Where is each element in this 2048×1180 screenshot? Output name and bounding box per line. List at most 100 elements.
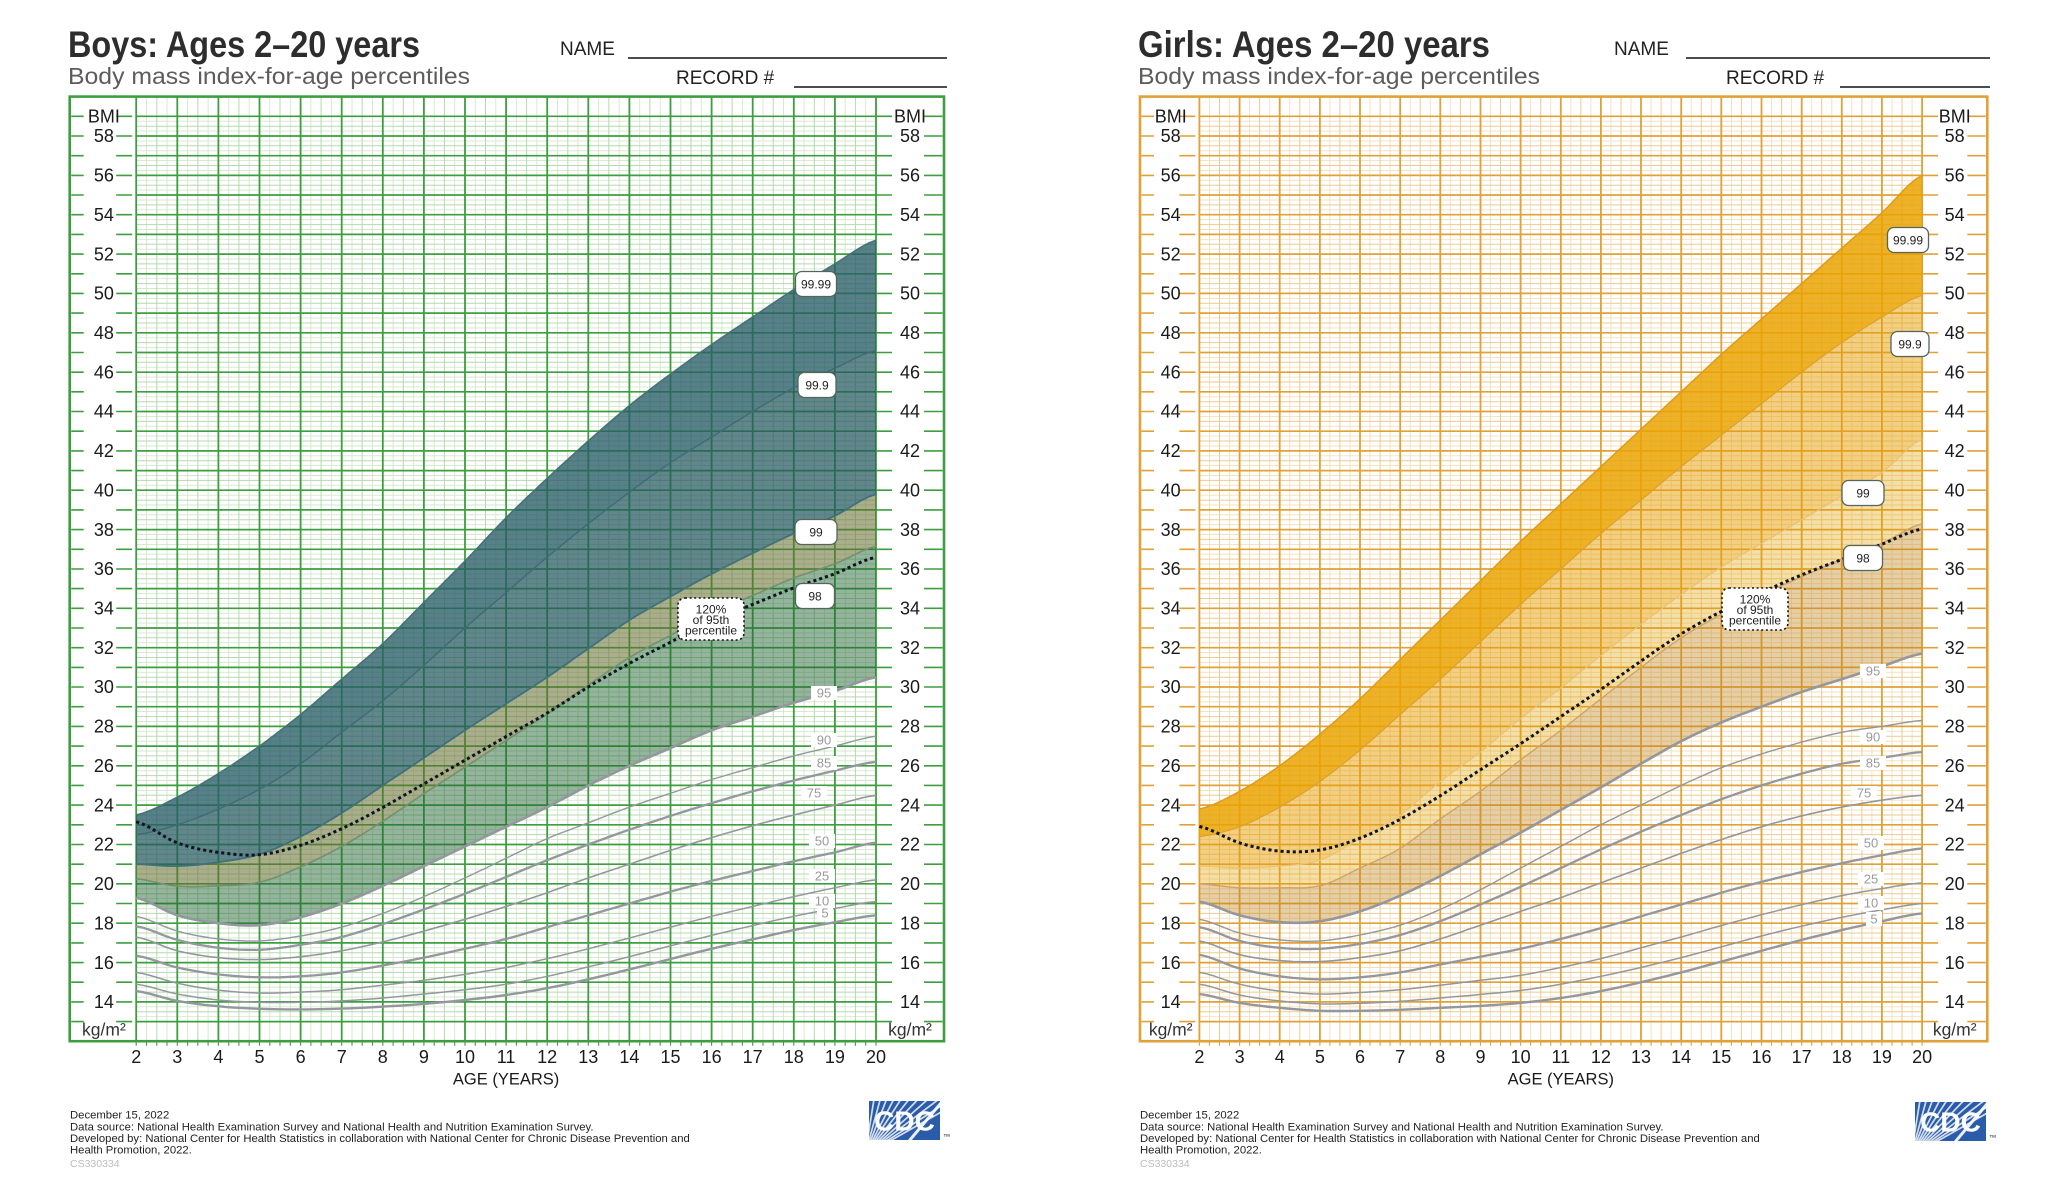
svg-text:120%: 120% — [1740, 592, 1771, 606]
svg-text:15: 15 — [660, 1047, 680, 1067]
svg-text:28: 28 — [1945, 717, 1965, 737]
svg-text:11: 11 — [497, 1047, 516, 1067]
svg-text:13: 13 — [578, 1047, 598, 1067]
svg-text:18: 18 — [1161, 913, 1181, 933]
svg-text:32: 32 — [1161, 638, 1181, 658]
svg-text:48: 48 — [1161, 323, 1181, 343]
svg-text:14: 14 — [1161, 992, 1181, 1012]
svg-text:32: 32 — [900, 638, 920, 658]
svg-text:of 95th: of 95th — [693, 613, 730, 627]
svg-text:18: 18 — [94, 913, 114, 933]
svg-text:4: 4 — [1275, 1047, 1285, 1067]
svg-text:42: 42 — [900, 441, 920, 461]
svg-text:14: 14 — [94, 992, 114, 1012]
svg-text:20: 20 — [866, 1047, 886, 1067]
svg-text:36: 36 — [94, 559, 114, 579]
svg-text:11: 11 — [1551, 1047, 1570, 1067]
svg-text:19: 19 — [825, 1047, 845, 1067]
svg-text:AGE (YEARS): AGE (YEARS) — [1508, 1070, 1614, 1088]
svg-text:14: 14 — [619, 1047, 639, 1067]
svg-text:50: 50 — [1945, 284, 1965, 304]
svg-text:22: 22 — [1161, 835, 1181, 855]
svg-text:38: 38 — [900, 520, 920, 540]
svg-text:CDC: CDC — [1920, 1107, 1981, 1138]
svg-text:56: 56 — [1945, 166, 1965, 186]
svg-text:44: 44 — [900, 402, 920, 422]
svg-text:26: 26 — [94, 756, 114, 776]
svg-text:19: 19 — [1872, 1047, 1892, 1067]
svg-text:28: 28 — [1161, 717, 1181, 737]
svg-text:36: 36 — [1945, 559, 1965, 579]
svg-text:24: 24 — [1945, 795, 1965, 815]
svg-text:20: 20 — [1945, 874, 1965, 894]
svg-text:52: 52 — [1161, 244, 1181, 264]
svg-text:56: 56 — [900, 166, 920, 186]
svg-text:16: 16 — [1161, 953, 1181, 973]
svg-text:2: 2 — [131, 1047, 141, 1067]
svg-text:25: 25 — [815, 869, 829, 884]
svg-text:22: 22 — [1945, 835, 1965, 855]
svg-text:120%: 120% — [696, 602, 727, 616]
svg-text:17: 17 — [1792, 1047, 1812, 1067]
svg-text:50: 50 — [900, 284, 920, 304]
svg-text:48: 48 — [1945, 323, 1965, 343]
svg-text:NAME: NAME — [560, 39, 615, 60]
svg-text:16: 16 — [1751, 1047, 1771, 1067]
svg-text:24: 24 — [900, 795, 920, 815]
svg-text:40: 40 — [1945, 480, 1965, 500]
svg-text:8: 8 — [378, 1047, 388, 1067]
svg-text:30: 30 — [900, 677, 920, 697]
svg-text:December 15, 2022: December 15, 2022 — [1140, 1110, 1239, 1122]
svg-text:kg/m²: kg/m² — [888, 1019, 932, 1039]
svg-text:kg/m²: kg/m² — [82, 1019, 126, 1039]
svg-text:99.99: 99.99 — [1893, 233, 1923, 247]
svg-text:10: 10 — [815, 894, 829, 909]
svg-text:44: 44 — [94, 402, 114, 422]
svg-text:90: 90 — [817, 733, 831, 748]
svg-text:24: 24 — [1161, 795, 1181, 815]
svg-text:40: 40 — [94, 480, 114, 500]
svg-text:52: 52 — [94, 244, 114, 264]
svg-text:50: 50 — [815, 834, 829, 849]
svg-text:52: 52 — [1945, 244, 1965, 264]
svg-text:Developed by: National Center: Developed by: National Center for Health… — [1140, 1133, 1760, 1145]
svg-text:4: 4 — [213, 1047, 223, 1067]
svg-text:54: 54 — [94, 205, 114, 225]
svg-text:Data source: National Health E: Data source: National Health Examination… — [70, 1122, 594, 1134]
svg-text:46: 46 — [1945, 362, 1965, 382]
svg-text:34: 34 — [94, 599, 114, 619]
svg-text:38: 38 — [94, 520, 114, 540]
svg-text:40: 40 — [900, 480, 920, 500]
svg-text:kg/m²: kg/m² — [1933, 1019, 1977, 1039]
svg-text:12: 12 — [1591, 1047, 1611, 1067]
svg-text:28: 28 — [94, 717, 114, 737]
svg-text:Body mass index-for-age percen: Body mass index-for-age percentiles — [68, 63, 470, 89]
svg-text:20: 20 — [94, 874, 114, 894]
svg-text:38: 38 — [1945, 520, 1965, 540]
svg-text:14: 14 — [1671, 1047, 1691, 1067]
svg-text:48: 48 — [94, 323, 114, 343]
svg-text:18: 18 — [1945, 913, 1965, 933]
svg-text:44: 44 — [1945, 402, 1965, 422]
svg-text:Health Promotion, 2022.: Health Promotion, 2022. — [70, 1145, 192, 1157]
svg-text:98: 98 — [808, 589, 822, 603]
svg-text:54: 54 — [900, 205, 920, 225]
svg-text:10: 10 — [1864, 896, 1878, 911]
svg-text:16: 16 — [900, 953, 920, 973]
svg-text:AGE (YEARS): AGE (YEARS) — [453, 1070, 559, 1088]
svg-text:98: 98 — [1856, 551, 1870, 565]
svg-text:46: 46 — [94, 362, 114, 382]
svg-text:42: 42 — [94, 441, 114, 461]
svg-text:Data source: National Health E: Data source: National Health Examination… — [1140, 1122, 1664, 1134]
svg-text:42: 42 — [1945, 441, 1965, 461]
svg-text:18: 18 — [1832, 1047, 1852, 1067]
svg-text:36: 36 — [900, 559, 920, 579]
svg-text:50: 50 — [94, 284, 114, 304]
svg-text:20: 20 — [900, 874, 920, 894]
svg-text:15: 15 — [1711, 1047, 1731, 1067]
svg-text:34: 34 — [1945, 599, 1965, 619]
svg-text:48: 48 — [900, 323, 920, 343]
svg-text:28: 28 — [900, 717, 920, 737]
svg-text:46: 46 — [900, 362, 920, 382]
svg-text:18: 18 — [784, 1047, 804, 1067]
